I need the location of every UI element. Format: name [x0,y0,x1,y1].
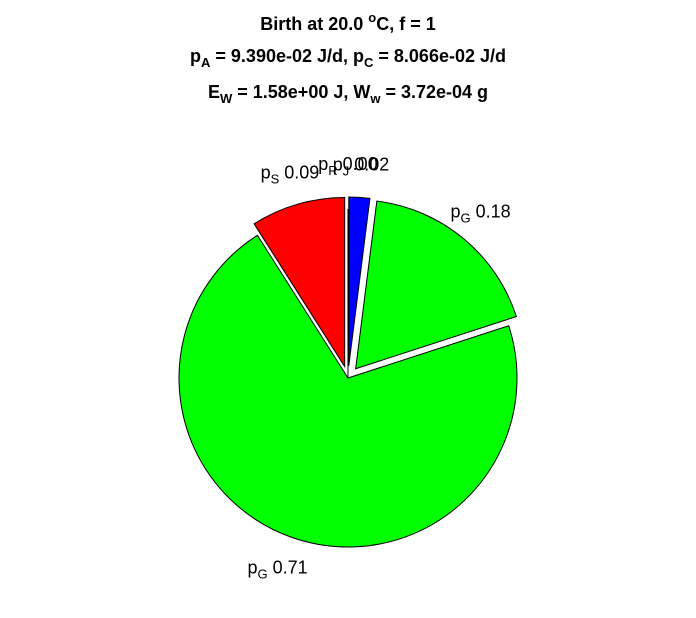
slice-label: pS 0.09 [261,162,320,186]
text-part: E [208,82,220,102]
script-text: A [201,55,211,70]
slice-value-label: 0.71 [273,558,308,578]
text-part: = 9.390e-02 J/d, p [210,46,364,66]
text-part: p [261,162,271,182]
script-text: G [461,211,471,226]
pie-slice [178,234,518,548]
pie-slice [355,200,518,370]
text-part: = 1.58e+00 J, W [232,82,370,102]
script-text: J [343,163,350,178]
script-text: o [368,10,376,25]
slice-value-label: 0.02 [354,154,389,174]
script-text: G [257,567,267,582]
pie-slice [253,196,346,369]
chart-title: EW = 1.58e+00 J, Ww = 3.72e-04 g [208,82,488,106]
text-part: Birth at 20.0 [260,14,368,34]
slice-value-label: 0.18 [476,202,511,222]
text-part: p [333,154,343,174]
text-part: p [247,558,257,578]
script-text: w [369,91,381,106]
slice-label: pR 0.00 [318,154,377,178]
script-text: R [328,163,337,178]
script-text: C [364,55,374,70]
text-part: p [190,46,201,66]
chart-title: Birth at 20.0 oC, f = 1 [260,10,436,34]
slice-value-label: 0.00 [343,154,378,174]
script-text: W [220,91,233,106]
text-part: p [318,154,328,174]
slice-label: pG 0.18 [450,202,510,226]
slice-value-label: 0.09 [284,162,319,182]
slice-label: pJ 0.02 [333,154,390,178]
text-part: = 8.066e-02 J/d [373,46,506,66]
script-text: S [271,171,280,186]
chart-title: pA = 9.390e-02 J/d, pC = 8.066e-02 J/d [190,46,506,70]
pie-slice [348,196,371,367]
text-part: p [450,202,460,222]
text-part: = 3.72e-04 g [380,82,488,102]
text-part: C, f = 1 [376,14,436,34]
slice-label: pG 0.71 [247,558,307,582]
